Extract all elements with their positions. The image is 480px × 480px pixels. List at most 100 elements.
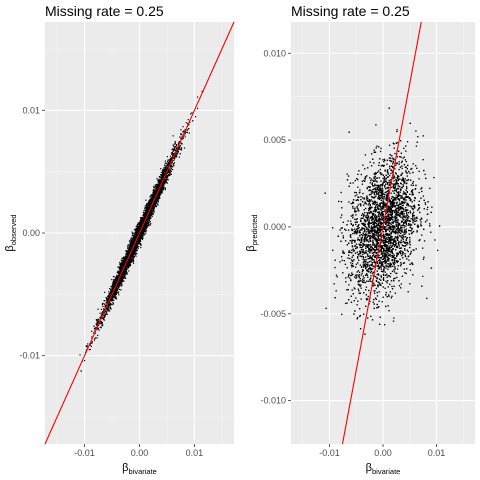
scatter-point bbox=[158, 178, 160, 181]
scatter-point bbox=[119, 261, 121, 264]
scatter-point bbox=[159, 194, 161, 196]
scatter-point bbox=[184, 129, 186, 131]
scatter-point bbox=[123, 274, 126, 277]
scatter-point bbox=[103, 308, 105, 310]
scatter-point bbox=[149, 224, 151, 226]
scatter-point bbox=[115, 288, 117, 290]
scatter-point bbox=[163, 185, 165, 187]
scatter-point bbox=[196, 107, 199, 110]
scatter-point bbox=[144, 233, 146, 236]
scatter-point bbox=[140, 246, 142, 249]
scatter-point bbox=[145, 203, 148, 205]
scatter-point bbox=[129, 243, 131, 246]
scatter-point bbox=[170, 152, 173, 154]
scatter-point bbox=[174, 142, 176, 144]
scatter-point bbox=[124, 269, 126, 271]
scatter-point bbox=[184, 136, 186, 138]
scatter-point bbox=[168, 172, 170, 174]
scatter-point bbox=[149, 214, 151, 216]
scatter-point bbox=[168, 171, 171, 173]
scatter-point bbox=[141, 222, 144, 224]
scatter-point bbox=[179, 145, 182, 147]
scatter-point bbox=[122, 257, 124, 259]
scatter-point bbox=[180, 143, 182, 145]
scatter-point bbox=[170, 167, 172, 169]
scatter-point bbox=[147, 225, 149, 227]
scatter-point bbox=[125, 272, 127, 274]
scatter-point bbox=[135, 227, 137, 229]
scatter-point bbox=[99, 326, 101, 328]
scatter-point bbox=[136, 228, 139, 230]
scatter-point bbox=[152, 189, 154, 191]
scatter-point bbox=[180, 137, 182, 139]
scatter-point bbox=[131, 246, 133, 248]
scatter-point bbox=[161, 184, 164, 186]
scatter-point bbox=[107, 299, 110, 301]
scatter-point bbox=[167, 165, 169, 167]
scatter-point bbox=[168, 159, 170, 161]
scatter-point bbox=[146, 208, 148, 210]
scatter-point bbox=[120, 278, 123, 280]
scatter-point bbox=[186, 131, 188, 133]
scatter-point bbox=[113, 287, 115, 289]
scatter-point bbox=[131, 232, 134, 235]
scatter-point bbox=[112, 302, 114, 305]
scatter-point bbox=[111, 286, 113, 289]
scatter-point bbox=[143, 213, 145, 215]
scatter-point bbox=[142, 235, 144, 237]
scatter-point bbox=[85, 345, 87, 347]
scatter-point bbox=[98, 320, 100, 322]
scatter-point bbox=[132, 243, 134, 245]
scatter-point bbox=[182, 126, 184, 128]
scatter-point bbox=[108, 310, 110, 312]
scatter-point bbox=[129, 242, 131, 244]
scatter-point bbox=[169, 173, 171, 175]
scatter-point bbox=[170, 173, 172, 175]
scatter-point bbox=[154, 184, 156, 186]
scatter-point bbox=[153, 192, 156, 194]
scatter-point bbox=[153, 186, 155, 188]
scatter-point bbox=[121, 283, 123, 285]
scatter-point bbox=[154, 192, 156, 194]
scatter-point bbox=[123, 276, 126, 278]
scatter-point bbox=[169, 159, 172, 161]
scatter-point bbox=[142, 230, 144, 232]
scatter-point bbox=[113, 292, 115, 294]
scatter-point bbox=[161, 192, 163, 194]
scatter-point bbox=[120, 280, 122, 282]
scatter-point bbox=[141, 238, 144, 241]
scatter-point bbox=[130, 246, 132, 248]
scatter-point bbox=[126, 251, 128, 253]
scatter-point bbox=[180, 147, 183, 149]
scatter-point bbox=[152, 213, 154, 215]
scatter-point bbox=[125, 273, 127, 275]
scatter-point bbox=[171, 152, 173, 154]
scatter-point bbox=[182, 130, 185, 132]
scatter-point bbox=[101, 304, 104, 306]
scatter-point bbox=[160, 175, 163, 177]
scatter-point bbox=[110, 307, 112, 309]
scatter-point bbox=[168, 169, 170, 171]
scatter-point bbox=[110, 285, 112, 288]
scatter-point bbox=[112, 288, 115, 290]
scatter-point bbox=[174, 147, 176, 149]
scatter-point bbox=[115, 281, 117, 283]
panel-left: Missing rate = 0.25 -0.01 0.00 0.01 -0.010… bbox=[4, 3, 235, 476]
scatter-point bbox=[94, 337, 97, 339]
scatter-point bbox=[146, 223, 148, 225]
scatter-point bbox=[153, 211, 155, 213]
scatter-point bbox=[103, 319, 105, 321]
scatter-point bbox=[175, 152, 177, 154]
scatter-point bbox=[97, 318, 99, 320]
scatter-point bbox=[137, 247, 140, 249]
scatter-point bbox=[160, 188, 162, 190]
scatter-point bbox=[158, 192, 160, 194]
scatter-point bbox=[171, 166, 174, 168]
scatter-point bbox=[179, 148, 181, 150]
scatter-point bbox=[108, 308, 110, 310]
scatter-point bbox=[127, 247, 129, 249]
scatter-point bbox=[150, 215, 152, 217]
scatter-point bbox=[181, 143, 183, 145]
scatter-point bbox=[169, 173, 171, 175]
scatter-point bbox=[164, 169, 166, 171]
